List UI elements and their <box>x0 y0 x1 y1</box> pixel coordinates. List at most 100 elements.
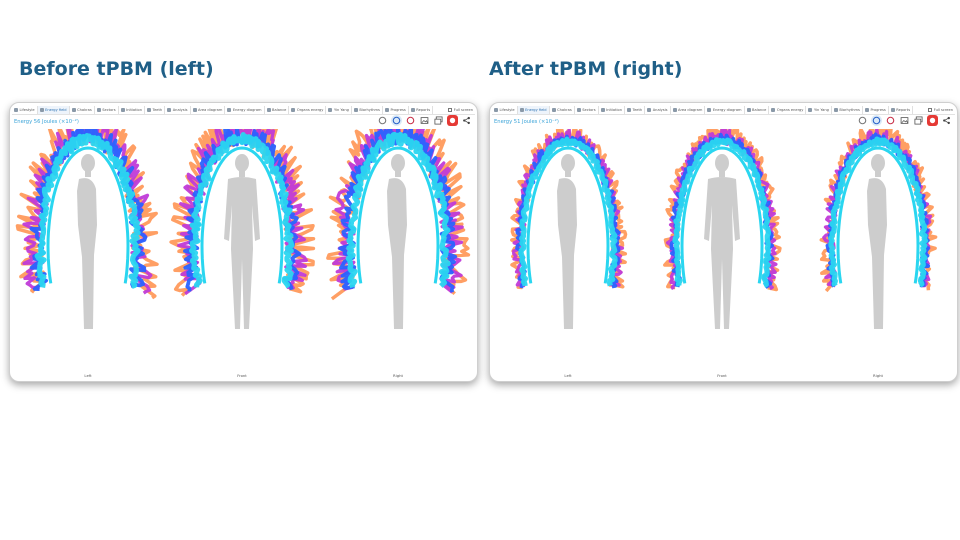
tab-sectors[interactable]: Sectors <box>575 106 599 114</box>
ring-red-button[interactable] <box>405 115 416 126</box>
tab-progress[interactable]: Progress <box>383 106 409 114</box>
share-button[interactable] <box>461 115 472 126</box>
tab-chakras[interactable]: Chakras <box>70 106 95 114</box>
body-silhouette <box>704 154 740 329</box>
tab-biorhythms[interactable]: Biorhythms <box>352 106 383 114</box>
reports-icon <box>410 108 415 112</box>
record-button[interactable] <box>447 115 458 126</box>
lifestyle-icon <box>14 108 18 112</box>
tab-sectors[interactable]: Sectors <box>95 106 119 114</box>
ring-blue-icon <box>392 116 401 125</box>
before-heading: Before tPBM (left) <box>19 58 214 80</box>
tab-organs-energy[interactable]: Organs energy <box>769 106 807 114</box>
tab-reports[interactable]: Reports <box>889 106 914 114</box>
gallery-button[interactable] <box>433 115 444 126</box>
aura-right <box>819 123 938 329</box>
tab-yin-yang[interactable]: Yin Yang <box>326 106 352 114</box>
area-diagram-icon <box>192 108 197 112</box>
tab-label: Initiation <box>126 108 142 112</box>
ring-blue-button[interactable] <box>391 115 402 126</box>
image-icon <box>420 117 429 124</box>
balance-icon <box>746 108 751 112</box>
view-label-front: Front <box>237 373 247 378</box>
body-silhouette <box>224 154 260 329</box>
progress-icon <box>864 108 869 112</box>
tab-teeth[interactable]: Teeth <box>625 106 646 114</box>
tab-label: Lifestyle <box>499 108 515 112</box>
aura-front <box>663 123 782 329</box>
teeth-icon <box>627 108 631 112</box>
fullscreen-toggle[interactable]: Full screen <box>928 108 955 112</box>
aura-canvas <box>510 123 938 329</box>
fullscreen-label: Full screen <box>933 108 953 112</box>
tab-label: Yin Yang <box>333 108 349 112</box>
ring-red-icon <box>406 116 415 125</box>
tab-initiation[interactable]: Initiation <box>119 106 145 114</box>
view-toolbar <box>857 115 952 126</box>
tab-label: Analysis <box>172 108 188 112</box>
analysis-icon <box>647 108 652 112</box>
tab-organs-energy[interactable]: Organs energy <box>289 106 327 114</box>
reports-icon <box>890 108 895 112</box>
tab-label: Reports <box>416 108 431 112</box>
ring-blue-button[interactable] <box>871 115 882 126</box>
tab-label: Balance <box>752 108 767 112</box>
tab-label: Energy diagram <box>712 108 742 112</box>
share-icon <box>463 116 470 125</box>
ring-grey-icon <box>378 116 387 125</box>
tab-label: Energy field <box>45 108 67 112</box>
biorhythms-icon <box>353 108 358 112</box>
biorhythms-icon <box>833 108 838 112</box>
gallery-button[interactable] <box>913 115 924 126</box>
tab-teeth[interactable]: Teeth <box>145 106 166 114</box>
chakras-icon <box>71 108 76 112</box>
tab-balance[interactable]: Balance <box>745 106 770 114</box>
tab-lifestyle[interactable]: Lifestyle <box>12 106 38 114</box>
area-diagram-icon <box>672 108 677 112</box>
share-icon <box>943 116 950 125</box>
tab-progress[interactable]: Progress <box>863 106 889 114</box>
tab-label: Reports <box>896 108 911 112</box>
tab-energy-field[interactable]: Energy field <box>37 106 70 114</box>
tab-initiation[interactable]: Initiation <box>599 106 625 114</box>
tab-balance[interactable]: Balance <box>265 106 290 114</box>
image-button[interactable] <box>419 115 430 126</box>
tab-lifestyle[interactable]: Lifestyle <box>492 106 518 114</box>
fullscreen-toggle[interactable]: Full screen <box>448 108 475 112</box>
view-label-right: Right <box>393 373 403 378</box>
body-silhouette <box>867 154 887 329</box>
energy-diagram-icon <box>707 108 712 112</box>
body-silhouette <box>557 154 577 329</box>
tab-area-diagram[interactable]: Area diagram <box>671 106 706 114</box>
energy-readout: Energy 51 Joules (×10⁻²) <box>494 119 559 125</box>
tab-label: Progress <box>390 108 406 112</box>
tab-yin-yang[interactable]: Yin Yang <box>806 106 832 114</box>
tab-analysis[interactable]: Analysis <box>645 106 671 114</box>
ring-red-button[interactable] <box>885 115 896 126</box>
tab-area-diagram[interactable]: Area diagram <box>191 106 226 114</box>
ring-grey-button[interactable] <box>377 115 388 126</box>
tab-energy-field[interactable]: Energy field <box>517 106 550 114</box>
image-button[interactable] <box>899 115 910 126</box>
tab-energy-diagram[interactable]: Energy diagram <box>705 106 745 114</box>
energy-field-icon <box>519 108 524 112</box>
tab-analysis[interactable]: Analysis <box>165 106 191 114</box>
tab-chakras[interactable]: Chakras <box>550 106 575 114</box>
tab-energy-diagram[interactable]: Energy diagram <box>225 106 265 114</box>
tab-bar: Lifestyle Energy field Chakras Sectors Initi… <box>492 106 955 115</box>
initiation-icon <box>120 108 125 112</box>
tab-biorhythms[interactable]: Biorhythms <box>832 106 863 114</box>
image-icon <box>900 117 909 124</box>
tab-reports[interactable]: Reports <box>409 106 434 114</box>
ring-grey-button[interactable] <box>857 115 868 126</box>
share-button[interactable] <box>941 115 952 126</box>
tab-label: Organs energy <box>776 108 804 112</box>
tab-label: Sectors <box>102 108 116 112</box>
ring-red-icon <box>886 116 895 125</box>
record-button[interactable] <box>927 115 938 126</box>
before-screenshot-panel: Lifestyle Energy field Chakras Sectors Initi… <box>9 102 478 382</box>
record-icon <box>929 117 936 124</box>
view-label-right: Right <box>873 373 883 378</box>
lifestyle-icon <box>494 108 498 112</box>
sectors-icon <box>96 108 101 112</box>
